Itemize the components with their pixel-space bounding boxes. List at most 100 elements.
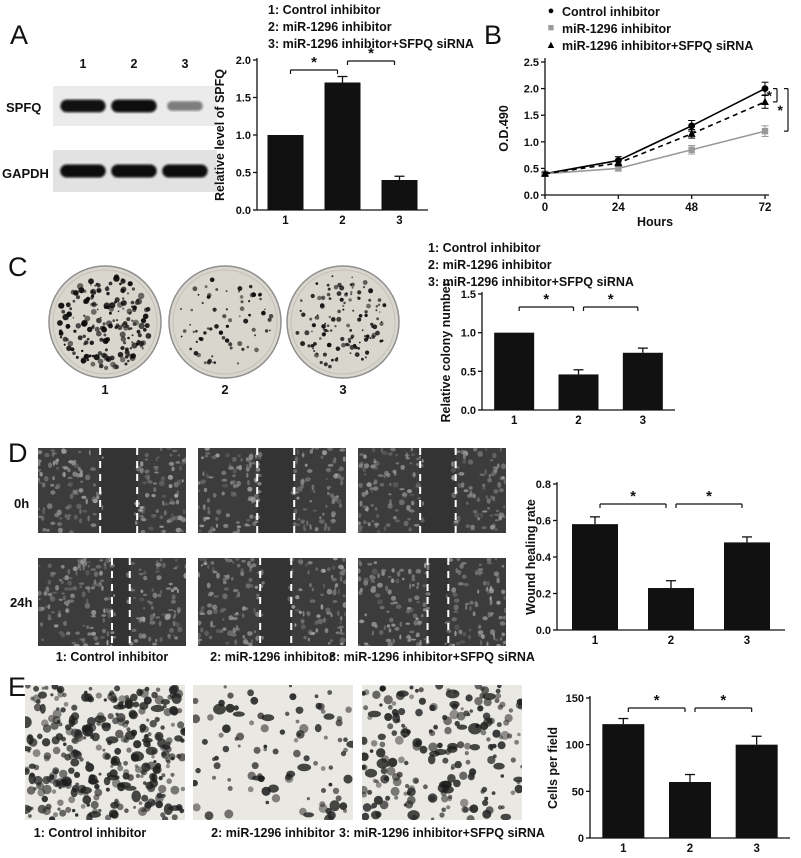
image-caption: 3: miR-1296 inhibitor+SFPQ siRNA [339, 826, 545, 840]
svg-text:0.8: 0.8 [536, 479, 551, 491]
svg-text:1.0: 1.0 [236, 130, 251, 142]
svg-text:2: 2 [575, 415, 581, 427]
svg-text:Hours: Hours [637, 215, 673, 229]
svg-text:*: * [767, 87, 773, 103]
wound-healing-image [358, 448, 506, 533]
svg-text:Wound healing rate: Wound healing rate [525, 499, 538, 615]
panel-e-bar-chart: 0 50 100 150 1 2 3 * * Cells per field [546, 692, 790, 855]
svg-text:Relative level of SPFQ: Relative level of SPFQ [213, 69, 227, 201]
wound-healing-image [38, 448, 186, 533]
svg-text:0: 0 [578, 833, 584, 845]
blot-lane-label: 2 [130, 57, 138, 71]
panel-c-bar-chart: 0.0 0.5 1.0 1.5 1 2 3 * * Relative colony number [440, 281, 675, 427]
image-caption: 1: Control inhibitor [33, 826, 147, 840]
svg-text:3: 3 [744, 635, 750, 647]
svg-text:1.0: 1.0 [461, 328, 476, 340]
svg-text:24: 24 [612, 202, 625, 214]
svg-text:50: 50 [572, 786, 584, 798]
panel-b-label: B [484, 20, 503, 50]
svg-text:1: 1 [620, 843, 627, 855]
svg-text:0.5: 0.5 [461, 366, 476, 378]
svg-text:0: 0 [542, 202, 548, 214]
wound-healing-image [198, 558, 346, 646]
svg-text:2: 2 [687, 843, 693, 855]
panel-b-legend: ● Control inhibitor ■ miR-1296 inhibitor… [540, 3, 754, 54]
blot-lane-label: 1 [79, 57, 87, 71]
svg-text:3: 3 [640, 415, 646, 427]
svg-text:*: * [778, 102, 784, 118]
wound-healing-image [198, 448, 346, 533]
time-label-0h: 0h [14, 496, 30, 511]
svg-text:1.5: 1.5 [461, 289, 476, 301]
legend-entry: 1: Control inhibitor [428, 241, 541, 255]
legend-item: ▲ miR-1296 inhibitor+SFPQ siRNA [540, 37, 754, 54]
svg-text:1.5: 1.5 [524, 110, 539, 122]
legend-entry: Control inhibitor [562, 4, 660, 19]
legend-item: ● Control inhibitor [540, 3, 753, 20]
svg-text:0.0: 0.0 [461, 405, 476, 417]
svg-text:0.5: 0.5 [236, 168, 251, 180]
legend-entry: 2: miR-1296 inhibitor [268, 20, 392, 34]
western-blot-image [53, 86, 217, 192]
svg-text:0.0: 0.0 [524, 190, 539, 202]
transwell-migration-image [362, 685, 522, 820]
svg-text:0.0: 0.0 [536, 625, 551, 637]
svg-text:2.0: 2.0 [524, 84, 539, 96]
wound-healing-image [358, 558, 506, 646]
dish-label: 1 [101, 382, 109, 397]
legend-marker-square-icon: ■ [547, 22, 555, 34]
image-caption: 2: miR-1296 inhibitor [211, 826, 335, 840]
svg-text:2: 2 [339, 215, 345, 227]
svg-text:Relative colony number: Relative colony number [440, 281, 453, 422]
svg-text:1: 1 [592, 635, 599, 647]
wound-healing-image [38, 558, 186, 646]
svg-text:Cells per field: Cells per field [546, 727, 560, 809]
svg-text:3: 3 [753, 843, 759, 855]
legend-entry: 2: miR-1296 inhibitor [428, 258, 552, 272]
panel-b-line-chart: 0.0 0.5 1.0 1.5 2.0 2.5 0 24 48 72 Hours * * O.D.490 [497, 57, 789, 229]
svg-text:1: 1 [282, 215, 289, 227]
panel-a-label: A [10, 20, 29, 50]
panel-d-label: D [8, 438, 28, 468]
legend-entry: 1: Control inhibitor [268, 3, 381, 17]
legend-item: ■ miR-1296 inhibitor [540, 20, 753, 37]
svg-text:*: * [630, 488, 636, 505]
panel-a-bar-chart: 0.0 0.5 1.0 1.5 2.0 1 2 3 * * Relative level of SP… [213, 46, 428, 227]
panel-c-legend: 1: Control inhibitor 2: miR-1296 inhibit… [428, 240, 634, 291]
legend-entry: 3: miR-1296 inhibitor+SFPQ siRNA [268, 37, 474, 51]
svg-text:2: 2 [668, 635, 674, 647]
svg-text:1: 1 [511, 415, 518, 427]
svg-text:O.D.490: O.D.490 [497, 105, 511, 152]
svg-text:100: 100 [566, 740, 584, 752]
svg-text:150: 150 [566, 693, 584, 705]
svg-text:0.4: 0.4 [536, 552, 552, 564]
colony-dishes-image [48, 265, 400, 379]
svg-text:*: * [608, 291, 614, 308]
svg-text:1.0: 1.0 [524, 137, 539, 149]
panel-a-legend: 1: Control inhibitor 2: miR-1296 inhibit… [268, 2, 474, 53]
svg-text:0.2: 0.2 [536, 589, 551, 601]
svg-text:*: * [311, 54, 317, 71]
svg-text:0.5: 0.5 [524, 163, 539, 175]
legend-entry: miR-1296 inhibitor+SFPQ siRNA [562, 38, 754, 53]
svg-text:0.6: 0.6 [536, 516, 551, 528]
legend-entry: miR-1296 inhibitor [562, 21, 672, 36]
dish-label: 3 [339, 382, 347, 397]
legend-entry: 3: miR-1296 inhibitor+SFPQ siRNA [428, 275, 634, 289]
svg-text:*: * [720, 692, 726, 709]
svg-text:*: * [706, 488, 712, 505]
svg-text:48: 48 [685, 202, 698, 214]
protein-label-gapdh: GAPDH [2, 166, 49, 181]
panel-e-label: E [8, 672, 27, 702]
svg-text:*: * [368, 46, 374, 62]
legend-marker-triangle-icon: ▲ [545, 39, 557, 51]
image-caption: 3: miR-1296 inhibitor+SFPQ siRNA [329, 650, 535, 664]
panel-d-bar-chart: 0.0 0.2 0.4 0.6 0.8 1 2 3 * * Wound healing rate [525, 479, 785, 647]
blot-lane-label: 3 [181, 57, 189, 71]
svg-text:2.0: 2.0 [236, 55, 251, 67]
svg-text:72: 72 [759, 202, 772, 214]
svg-text:1.5: 1.5 [236, 93, 251, 105]
svg-text:2.5: 2.5 [524, 57, 539, 69]
svg-text:3: 3 [396, 215, 402, 227]
